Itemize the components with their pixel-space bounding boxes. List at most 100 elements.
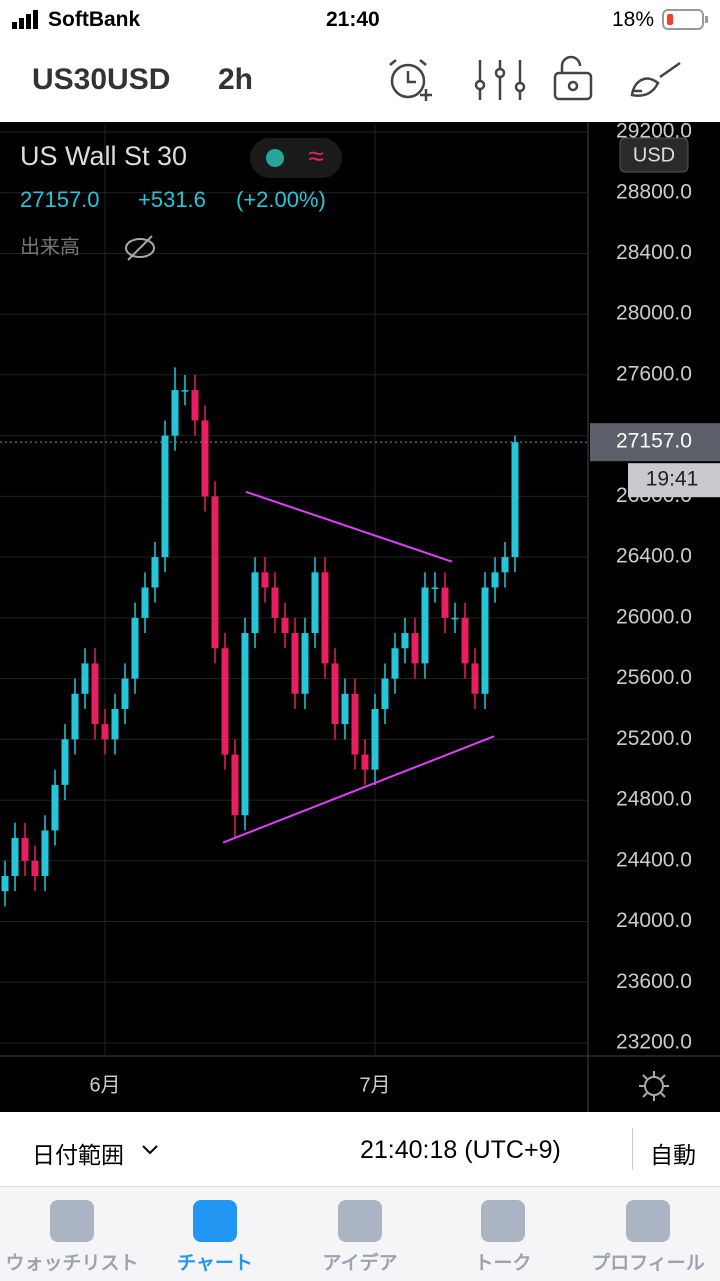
candle-body — [511, 442, 519, 558]
countdown-tag — [628, 463, 720, 498]
chevron — [142, 1145, 158, 1155]
candle-body — [401, 633, 409, 649]
countdown-text: 19:41 — [646, 468, 699, 491]
y-tick-label: 28000.0 — [616, 302, 692, 325]
symbol[interactable]: US30USD — [32, 63, 171, 96]
instrument-name: US Wall St 30 — [20, 141, 187, 171]
y-tick-label: 25600.0 — [616, 666, 692, 689]
settings-icon[interactable] — [639, 1071, 669, 1101]
tab-label[interactable]: チャート — [177, 1253, 253, 1274]
currency-box — [619, 137, 689, 173]
candle-body — [391, 648, 399, 679]
candle-body — [301, 633, 309, 694]
x-tick-label: 6月 — [89, 1074, 120, 1096]
candle-body — [471, 663, 479, 694]
currency: USD — [633, 144, 675, 166]
candle-body — [281, 617, 289, 634]
candle-body — [171, 390, 179, 436]
candle-body — [71, 693, 79, 740]
candle-body — [111, 708, 119, 740]
auto-scale[interactable]: 自動 — [650, 1142, 696, 1168]
candle-body — [311, 572, 319, 634]
x-tick-label: 7月 — [359, 1074, 390, 1096]
time-zone-clock[interactable]: 21:40:18 (UTC+9) — [360, 1136, 561, 1164]
hide-icon[interactable] — [125, 235, 155, 261]
y-tick-label: 25200.0 — [616, 727, 692, 750]
y-tick-label: 24400.0 — [616, 848, 692, 871]
tab-icon[interactable] — [50, 1200, 94, 1242]
trend-line — [245, 490, 453, 563]
candle-body — [151, 557, 159, 588]
candle-body — [141, 587, 149, 618]
y-tick-label: 24800.0 — [616, 788, 692, 811]
candle-body — [441, 587, 449, 618]
candle-body — [91, 663, 99, 725]
candle-body — [81, 663, 89, 694]
y-tick-label: 23600.0 — [616, 970, 692, 993]
y-tick-label: 24000.0 — [616, 909, 692, 932]
y-tick-label: 29200.0 — [616, 122, 692, 143]
tab-label[interactable]: アイデア — [322, 1253, 398, 1274]
tab-label[interactable]: トーク — [474, 1253, 532, 1274]
candle-body — [291, 633, 299, 694]
tab-label[interactable]: ウォッチリスト — [5, 1253, 139, 1274]
candle-body — [421, 587, 429, 664]
candle-body — [221, 648, 229, 755]
chart-bg — [0, 122, 720, 1112]
candle-body — [261, 572, 269, 588]
candle-body — [371, 708, 379, 770]
clock: 21:40 — [326, 8, 380, 31]
divider — [632, 1128, 633, 1170]
candle-body — [61, 739, 69, 785]
date-range[interactable]: 日付範囲 — [32, 1142, 124, 1168]
status-pill — [250, 138, 342, 178]
candle-body — [181, 390, 189, 392]
candle-body — [341, 693, 349, 725]
candle-body — [231, 754, 239, 816]
battery-icon — [662, 9, 708, 30]
candle-body — [501, 557, 509, 573]
last-price-text: 27157.0 — [616, 430, 692, 453]
toolbar-icons[interactable] — [380, 55, 700, 105]
candle-body — [121, 678, 129, 709]
legend-change: +531.6 — [138, 187, 206, 212]
candle-body — [481, 587, 489, 694]
candle-body — [191, 390, 199, 421]
candle-body — [461, 617, 469, 664]
candle-body — [361, 754, 369, 770]
y-tick-label: 28400.0 — [616, 241, 692, 264]
candle-body — [411, 633, 419, 664]
candle-body — [31, 860, 39, 876]
y-tick-label: 28800.0 — [616, 180, 692, 203]
candle-body — [131, 617, 139, 679]
volume-label: 出来高 — [20, 235, 80, 258]
chart[interactable]: 29200.028800.028400.028000.027600.027200… — [0, 122, 720, 1112]
signal-icon — [12, 10, 38, 29]
tab-label[interactable]: プロフィール — [591, 1253, 705, 1274]
candle-body — [241, 633, 249, 816]
interval[interactable]: 2h — [218, 63, 254, 96]
candle-body — [321, 572, 329, 664]
tab-icon[interactable] — [338, 1200, 382, 1242]
legend-change-pct: (+2.00%) — [236, 187, 326, 212]
tab-icon[interactable] — [626, 1200, 670, 1242]
candle-body — [351, 693, 359, 755]
last-price-tag — [590, 423, 720, 462]
battery-text: 18% — [612, 8, 655, 31]
candle-body — [251, 572, 259, 634]
candle-body — [201, 420, 209, 497]
y-tick-label: 23200.0 — [616, 1031, 692, 1054]
candle-body — [271, 587, 279, 618]
y-tick-label: 26000.0 — [616, 605, 692, 628]
candle-body — [211, 496, 219, 649]
candle-body — [21, 838, 29, 861]
candle-body — [51, 784, 59, 831]
candle-body — [331, 663, 339, 725]
legend-price: 27157.0 — [20, 187, 100, 212]
trend-line — [222, 735, 495, 844]
tab-icon[interactable] — [193, 1200, 237, 1242]
candle-body — [161, 435, 169, 558]
candle-body — [451, 617, 459, 620]
tab-icon[interactable] — [481, 1200, 525, 1242]
